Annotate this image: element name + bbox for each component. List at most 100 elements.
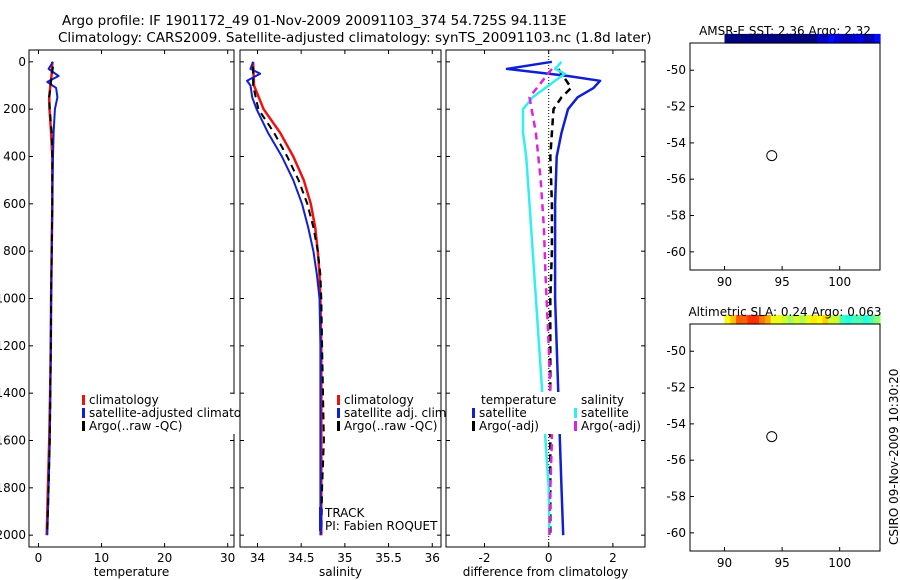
sla_map-cell bbox=[810, 314, 818, 325]
sla_map-cell bbox=[828, 314, 835, 325]
sst_map-cell bbox=[782, 33, 789, 44]
salinity-x-tick-label: 35 bbox=[337, 551, 352, 565]
salinity-x-tick-label: 34.5 bbox=[288, 551, 315, 565]
sst_map-cell bbox=[759, 33, 766, 44]
sst_map-frame-outline bbox=[689, 42, 881, 271]
temperature-legend-swatch bbox=[82, 395, 85, 405]
temperature-y-tick-label: 0 bbox=[18, 55, 26, 69]
sla_map-x-tick-label: 95 bbox=[774, 556, 789, 570]
sla_map-y-tick-label: -52 bbox=[666, 381, 686, 395]
sst_map-x-tick-label: 95 bbox=[774, 275, 789, 289]
sla_map-cell bbox=[776, 314, 783, 325]
sst_map-x-tick-label: 90 bbox=[717, 275, 732, 289]
salinity-annotation-pi: PI: Fabien ROQUET bbox=[325, 519, 438, 533]
sst_map-cell bbox=[793, 33, 800, 44]
difference-temp-legend-swatch bbox=[472, 421, 475, 431]
temperature-series-line bbox=[46, 66, 54, 533]
temperature-x-tick-label: 20 bbox=[157, 551, 172, 565]
sla_map-y-tick-label: -60 bbox=[666, 526, 686, 540]
sst_map-y-tick-label: -56 bbox=[666, 172, 686, 186]
sla_map-argo-marker bbox=[766, 431, 778, 443]
sst_map-cell bbox=[833, 33, 841, 44]
temperature-y-tick-label: 400 bbox=[3, 150, 26, 164]
temperature-legend-box bbox=[78, 394, 236, 434]
difference-x-tick-label: -2 bbox=[479, 551, 491, 565]
sla_map-cell bbox=[741, 314, 749, 325]
sst_map-cell bbox=[845, 33, 852, 44]
sst_map-cell bbox=[810, 33, 818, 44]
sst_map-cell bbox=[828, 33, 835, 44]
sst_map-y-tick-label: -60 bbox=[666, 245, 686, 259]
temperature-y-tick-label: 800 bbox=[3, 244, 26, 258]
sla_map-cell bbox=[822, 314, 829, 325]
sla_map-x-tick-label: 90 bbox=[717, 556, 732, 570]
salinity-panel: 34 34.5 35 35.5 36 salinity climatologysatelli… bbox=[239, 49, 450, 579]
sla_map-y-tick-label: -58 bbox=[666, 490, 686, 504]
sla_map-cell bbox=[857, 314, 864, 325]
salinity-legend-box bbox=[333, 394, 439, 434]
sst_map-cell bbox=[868, 33, 875, 44]
sst_map-argo-marker bbox=[766, 150, 778, 162]
sla_map-y-tick-label: -54 bbox=[666, 417, 686, 431]
salinity-x-tick-label: 35.5 bbox=[375, 551, 402, 565]
temperature-y-tick-label: 1600 bbox=[0, 434, 26, 448]
sla_map-y-tick-label: -56 bbox=[666, 453, 686, 467]
temperature-legend-label: Argo(..raw -QC) bbox=[89, 419, 182, 433]
temperature-y-tick-label: 1800 bbox=[0, 481, 26, 495]
credit-text: CSIRO 09-Nov-2009 10:30:20 bbox=[887, 368, 900, 545]
sst_map-cell bbox=[851, 33, 858, 44]
sst_map-title: AMSR-E SST: 2.36 Argo: 2.32 bbox=[699, 24, 871, 38]
sst_map-cell bbox=[787, 33, 795, 44]
sst_map-cell bbox=[805, 33, 812, 44]
difference-temp-legend-label: satellite bbox=[479, 406, 527, 420]
temperature-legend-label: climatology bbox=[89, 393, 159, 407]
sla_map-x-tick-label: 100 bbox=[828, 556, 851, 570]
salinity-x-label: salinity bbox=[319, 565, 362, 579]
salinity-x-tick-label: 36 bbox=[425, 551, 440, 565]
sla_map-frame-outline bbox=[689, 323, 881, 552]
difference-sal-legend-label: satellite bbox=[581, 406, 629, 420]
sla_map-cell bbox=[816, 314, 824, 325]
temperature-y-tick-label: 1000 bbox=[0, 292, 26, 306]
salinity-legend-label: satellite adj. clim. bbox=[344, 406, 450, 420]
temperature-legend-swatch bbox=[82, 408, 85, 418]
sst_map-y-tick-label: -52 bbox=[666, 100, 686, 114]
salinity-x-tick-label: 34 bbox=[250, 551, 265, 565]
sla_map-cell bbox=[753, 314, 760, 325]
figure-title-line1: Argo profile: IF 1901172_49 01-Nov-2009 … bbox=[62, 13, 567, 29]
sst_map-y-tick-label: -50 bbox=[666, 63, 686, 77]
sla_map-cell bbox=[747, 314, 754, 325]
sla_map-cell bbox=[782, 314, 789, 325]
sst_map-cell bbox=[862, 33, 870, 44]
temperature-legend-label: satellite-adjusted climatolog bbox=[89, 406, 259, 420]
salinity-legend-swatch bbox=[337, 408, 340, 418]
temperature-y-tick-label: 600 bbox=[3, 197, 26, 211]
salinity-series-line bbox=[246, 61, 322, 536]
sst_map-cell bbox=[857, 33, 864, 44]
sla_map-cell bbox=[799, 314, 806, 325]
temperature-x-tick-label: 10 bbox=[94, 551, 109, 565]
difference-x-tick-label: 0 bbox=[545, 551, 553, 565]
difference-x-tick-label: 2 bbox=[609, 551, 617, 565]
difference-temp-legend-label: Argo(-adj) bbox=[479, 419, 539, 433]
salinity-annotation-track: TRACK bbox=[324, 506, 366, 520]
sst_map-cell bbox=[839, 33, 847, 44]
sst_map-cell bbox=[776, 33, 783, 44]
temperature-axes-frame bbox=[28, 49, 235, 548]
sst_map-cell bbox=[764, 33, 772, 44]
temperature-x-label: temperature bbox=[94, 565, 169, 579]
sla_map-cell bbox=[793, 314, 800, 325]
sla_map-cell bbox=[874, 314, 881, 325]
sst_map-cell bbox=[730, 33, 737, 44]
salinity-legend-swatch bbox=[337, 395, 340, 405]
sla_map-cell bbox=[730, 314, 737, 325]
sst_map-cell bbox=[770, 33, 777, 44]
sla_map-cell bbox=[862, 314, 870, 325]
sla_map-frame bbox=[689, 323, 881, 552]
sla_map-cell bbox=[805, 314, 812, 325]
sla_map-cell bbox=[736, 314, 743, 325]
sla_map-title: Altimetric SLA: 0.24 Argo: 0.063 bbox=[688, 305, 881, 319]
difference-sal-legend-swatch bbox=[574, 421, 577, 431]
